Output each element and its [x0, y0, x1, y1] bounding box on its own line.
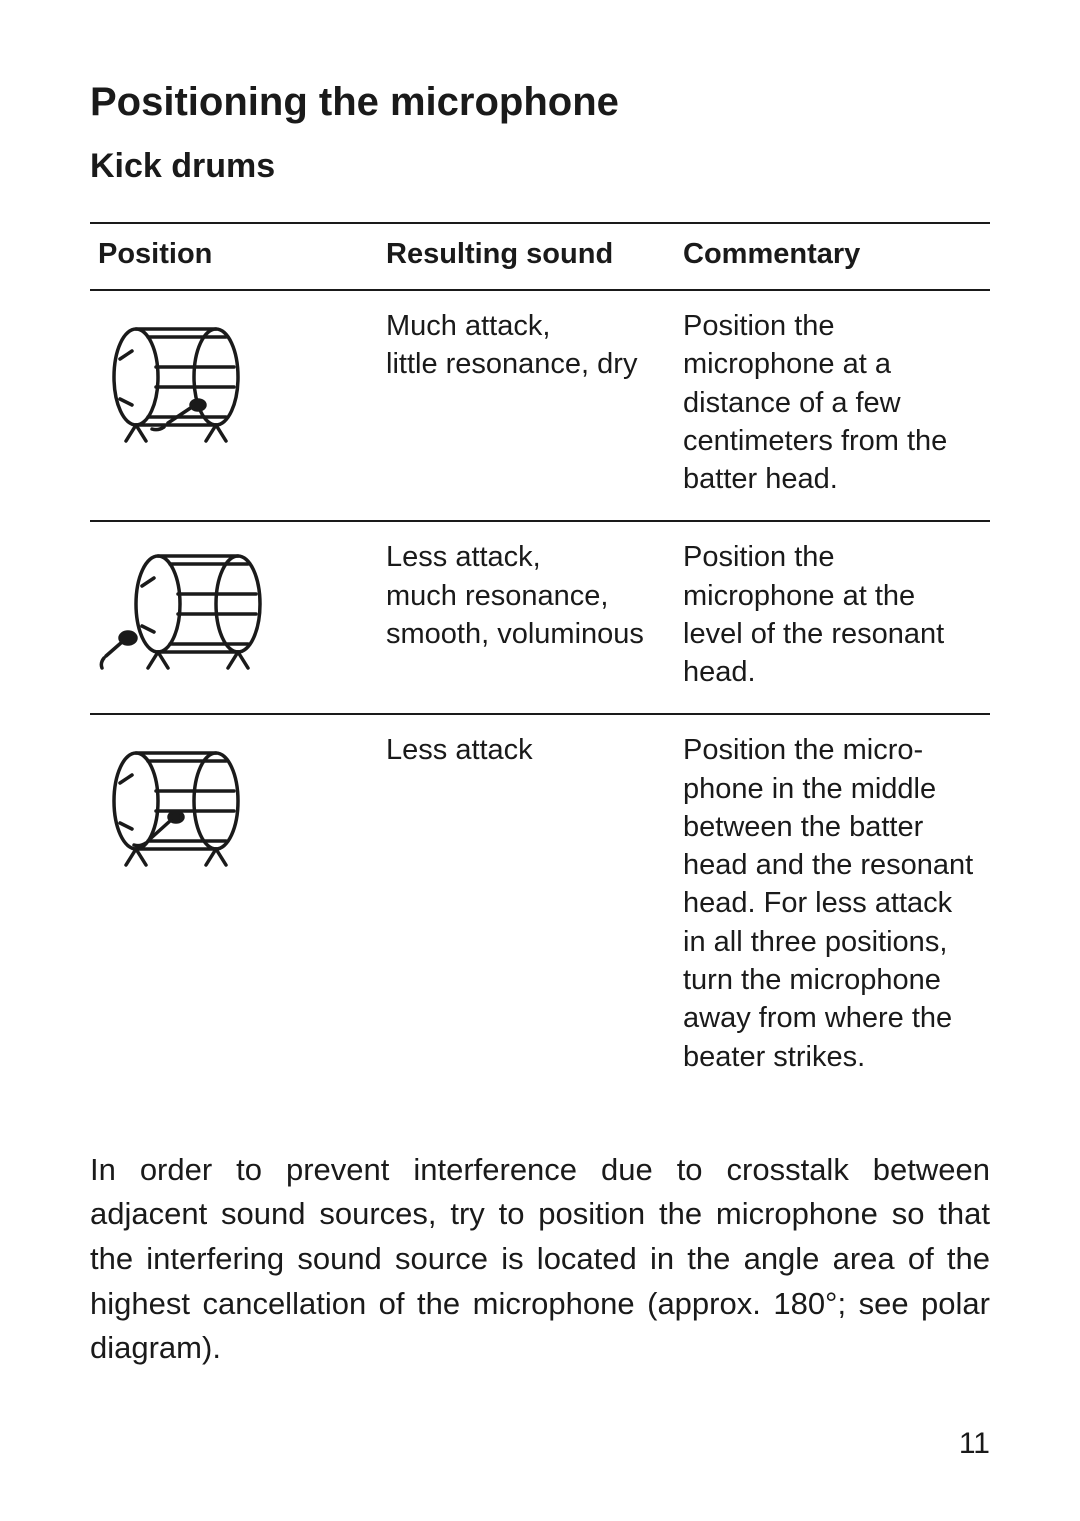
col-header-commentary: Commentary: [675, 223, 990, 290]
cell-sound: Less attack,much resonance, smooth, volu…: [378, 521, 675, 714]
cell-sound: Less attack: [378, 714, 675, 1097]
page-title: Positioning the microphone: [90, 80, 990, 125]
kick-drum-near-batter-icon: [98, 307, 268, 447]
cell-sound: Much attack,little resonance, dry: [378, 290, 675, 521]
col-header-position: Position: [90, 223, 378, 290]
col-header-sound: Resulting sound: [378, 223, 675, 290]
section-subtitle: Kick drums: [90, 147, 990, 186]
cell-commentary: Position the micro­phone in the middle b…: [675, 714, 990, 1097]
kick-drum-outside-resonant-icon: [98, 538, 268, 678]
cell-commentary: Position the microphone at the level of …: [675, 521, 990, 714]
mic-position-table: Position Resulting sound Commentary: [90, 222, 990, 1098]
kick-drum-inside-middle-icon: [98, 731, 268, 871]
page-number: 11: [959, 1427, 990, 1461]
table-row: Much attack,little resonance, dry Positi…: [90, 290, 990, 521]
cell-commentary: Position the microphone at a distance of…: [675, 290, 990, 521]
table-row: Less attack Position the micro­phone in …: [90, 714, 990, 1097]
table-row: Less attack,much resonance, smooth, volu…: [90, 521, 990, 714]
body-paragraph: In order to prevent interference due to …: [90, 1148, 990, 1371]
